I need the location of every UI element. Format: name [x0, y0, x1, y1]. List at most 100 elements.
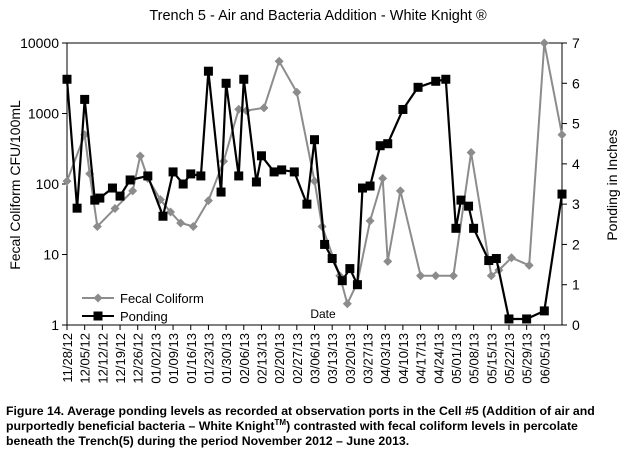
- y-axis-label: Fecal Coliform CFU/100mL: [7, 100, 23, 270]
- x-tick-label: 01/23/13: [201, 333, 216, 384]
- fecal-coliform-marker: [310, 176, 319, 186]
- x-tick-label: 12/26/12: [131, 333, 146, 384]
- fecal-coliform-marker: [292, 87, 302, 97]
- ponding-marker: [125, 175, 135, 185]
- ponding-marker: [178, 179, 188, 189]
- ponding-marker: [168, 167, 178, 177]
- ponding-marker: [302, 199, 312, 209]
- fecal-coliform-marker: [274, 56, 284, 66]
- caption-text-1: Average ponding levels as recorded at ob…: [6, 404, 595, 433]
- ponding-marker: [539, 306, 549, 316]
- x-tick-label: 12/19/12: [113, 333, 128, 384]
- x-tick-label: 04/24/13: [431, 333, 446, 384]
- ponding-marker: [320, 239, 330, 249]
- ponding-marker: [80, 94, 90, 104]
- x-tick-label: 05/08/13: [467, 333, 482, 384]
- ponding-marker: [234, 171, 244, 181]
- ponding-marker: [62, 74, 72, 84]
- x-tick-label: 12/05/12: [78, 333, 93, 384]
- ponding-marker: [143, 171, 153, 181]
- ponding-marker: [186, 169, 196, 179]
- ponding-marker: [95, 193, 105, 203]
- ponding-marker: [310, 135, 319, 145]
- ponding-marker: [469, 223, 479, 233]
- x-tick-label: 11/28/12: [60, 333, 75, 383]
- ponding-marker: [491, 254, 501, 264]
- ponding-marker: [337, 276, 347, 286]
- ponding-marker: [375, 141, 385, 151]
- ponding-marker: [398, 104, 408, 114]
- x-tick-label: 12/12/12: [95, 333, 110, 384]
- ponding-marker: [239, 74, 249, 84]
- legend-label-0: Fecal Coliform: [120, 291, 204, 306]
- fecal-coliform-marker: [383, 256, 393, 266]
- x-axis-label: Date: [310, 307, 336, 321]
- ponding-marker: [352, 280, 362, 290]
- ponding-marker: [72, 203, 82, 213]
- fecal-coliform-marker: [128, 186, 138, 196]
- figure-caption: Figure 14. Average ponding levels as rec…: [6, 404, 626, 449]
- fecal-coliform-marker: [188, 221, 198, 231]
- fecal-coliform-line: [66, 42, 563, 305]
- fecal-coliform-marker: [395, 186, 405, 196]
- fecal-coliform-marker: [539, 38, 549, 48]
- y2-tick-label: 5: [572, 116, 580, 132]
- ponding-marker: [216, 187, 226, 197]
- x-tick-label: 03/27/13: [361, 333, 376, 384]
- fecal-coliform-marker: [466, 147, 476, 157]
- fecal-coliform-marker: [92, 221, 102, 231]
- fecal-coliform-marker: [557, 130, 567, 140]
- y2-tick-label: 4: [572, 156, 580, 172]
- chart-title: Trench 5 - Air and Bacteria Addition - W…: [149, 8, 487, 24]
- ponding-marker: [504, 314, 514, 324]
- ponding-marker: [413, 82, 423, 92]
- ponding-marker: [357, 183, 367, 193]
- ponding-marker: [327, 254, 337, 264]
- y-tick-label: 100: [36, 176, 60, 192]
- figure-label: Figure 14.: [6, 404, 65, 418]
- x-tick-label: 04/17/13: [414, 333, 429, 384]
- y2-axis-label: Ponding in Inches: [604, 129, 620, 240]
- ponding-marker: [203, 66, 213, 76]
- ponding-marker: [221, 78, 231, 88]
- legend-marker-square: [93, 311, 103, 321]
- ponding-marker: [484, 256, 494, 266]
- x-tick-label: 01/16/13: [184, 333, 199, 384]
- x-tick-label: 03/13/13: [325, 333, 340, 384]
- y-tick-label: 10000: [20, 35, 59, 51]
- x-tick-label: 05/22/13: [502, 333, 517, 384]
- legend-marker-diamond: [93, 293, 103, 303]
- x-tick-label: 01/02/13: [148, 333, 163, 384]
- ponding-marker: [464, 201, 474, 211]
- ponding-marker: [451, 223, 461, 233]
- x-tick-label: 05/01/13: [449, 333, 464, 384]
- legend-label-1: Ponding: [120, 309, 168, 324]
- ponding-marker: [345, 264, 355, 274]
- fecal-coliform-marker: [166, 207, 176, 217]
- fecal-coliform-marker: [203, 196, 213, 206]
- fecal-coliform-marker: [416, 271, 426, 281]
- y2-tick-label: 6: [572, 75, 580, 91]
- caption-text-2: ) contrasted with fecal coliform levels …: [6, 419, 578, 448]
- y2-tick-label: 1: [572, 277, 580, 293]
- ponding-marker: [522, 314, 532, 324]
- y-tick-label: 10: [43, 247, 59, 263]
- y2-tick-label: 7: [572, 35, 580, 51]
- ponding-marker: [256, 151, 266, 161]
- x-tick-label: 01/30/13: [219, 333, 234, 384]
- fecal-coliform-marker: [486, 271, 496, 281]
- ponding-marker: [383, 139, 393, 149]
- x-tick-label: 02/27/13: [290, 333, 305, 384]
- x-tick-label: 03/06/13: [308, 333, 323, 384]
- ponding-marker: [431, 76, 441, 86]
- ponding-marker: [115, 191, 125, 201]
- fecal-coliform-marker: [342, 299, 352, 309]
- fecal-coliform-marker: [135, 151, 145, 161]
- chart: Trench 5 - Air and Bacteria Addition - W…: [7, 8, 620, 384]
- fecal-coliform-marker: [378, 173, 388, 183]
- ponding-marker: [365, 181, 375, 191]
- ponding-marker: [107, 183, 117, 193]
- fecal-coliform-marker: [524, 260, 534, 270]
- fecal-coliform-marker: [176, 218, 186, 228]
- x-tick-label: 03/20/13: [343, 333, 358, 384]
